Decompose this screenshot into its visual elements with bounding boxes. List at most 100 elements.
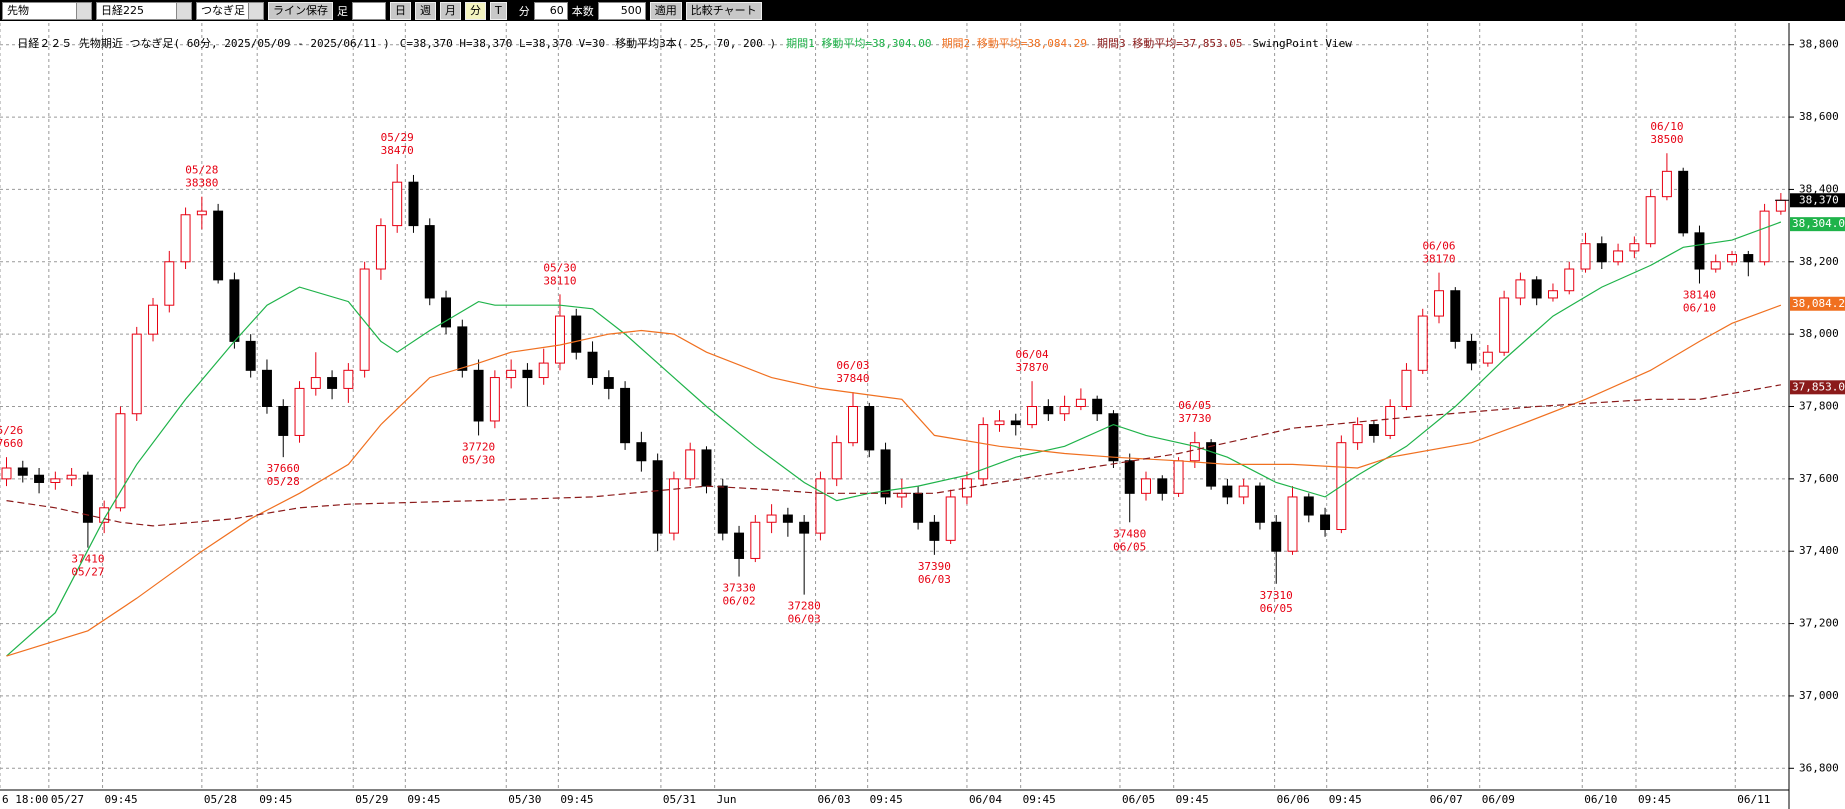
- ma-line: [6, 304, 1782, 657]
- candle-body: [1254, 485, 1265, 523]
- candle-body: [506, 369, 517, 379]
- candle-body: [457, 326, 468, 371]
- period-button[interactable]: 分: [465, 1, 486, 20]
- candle-body: [278, 406, 289, 436]
- period-button[interactable]: 日: [390, 1, 411, 20]
- candle-body: [1775, 199, 1786, 212]
- save-button[interactable]: ライン保存: [268, 1, 333, 20]
- x-tick-label: 06/10: [1584, 793, 1617, 806]
- annotation-price: 37480: [1113, 527, 1146, 540]
- chart-header: 日経２２５ 先物期近 つなぎ足( 60分, 2025/05/09 - 2025/…: [4, 21, 1362, 50]
- candle-body: [685, 449, 696, 480]
- candle-body: [1434, 290, 1444, 317]
- annotation-price: 37870: [1015, 361, 1048, 374]
- annotation-price: 37410: [71, 553, 104, 566]
- candle-body: [164, 261, 175, 306]
- candle-body: [229, 279, 240, 342]
- view-label: SwingPoint View: [1252, 37, 1352, 50]
- candle-body: [815, 478, 826, 534]
- candle-body: [1287, 496, 1298, 552]
- annotation-price: 37390: [918, 560, 951, 573]
- annotation-date: 06/03: [788, 613, 821, 626]
- candle-body: [66, 474, 77, 480]
- candle-body: [1368, 424, 1379, 436]
- x-tick-label: Jun: [717, 793, 737, 806]
- annotation-date: 06/10: [1683, 301, 1716, 314]
- candle-body: [994, 420, 1005, 426]
- x-tick-label: 09:45: [259, 793, 292, 806]
- mode-select[interactable]: つなぎ足: [196, 1, 264, 20]
- minutes-input[interactable]: 60: [533, 1, 568, 20]
- toolbar: 先物 日経225 つなぎ足 ライン保存 足 日 週 月 分 T 分 60 本数 …: [0, 0, 1845, 21]
- x-tick-label: 09:45: [870, 793, 903, 806]
- x-tick-label: 06/09: [1482, 793, 1515, 806]
- candle-body: [1499, 297, 1510, 353]
- candle-body: [1173, 460, 1184, 494]
- y-tick-label: 37,600: [1799, 472, 1839, 485]
- period-button[interactable]: T: [490, 1, 507, 20]
- candle-body: [620, 387, 631, 444]
- annotation-price: 38110: [543, 274, 576, 287]
- candle-body: [978, 424, 989, 480]
- y-tick-label: 37,200: [1799, 617, 1839, 630]
- candle-body: [148, 304, 158, 335]
- y-tick-label: 37,000: [1799, 689, 1839, 702]
- annotation-price: 37840: [836, 372, 869, 385]
- x-tick-label: 06/04: [969, 793, 1002, 806]
- candle-body: [1124, 460, 1135, 494]
- candle-body: [180, 214, 191, 263]
- annotation-date: 06/06: [1422, 240, 1455, 253]
- candle-body: [489, 377, 500, 422]
- y-tick-label: 38,800: [1799, 38, 1839, 51]
- legend-entry: 期間3 移動平均=37,853.05: [1097, 37, 1243, 50]
- candle-body: [636, 442, 647, 462]
- candle-body: [245, 340, 256, 371]
- apply-button[interactable]: 適用: [649, 1, 682, 20]
- candle-body: [1613, 250, 1624, 263]
- candle-body: [1482, 351, 1493, 364]
- candle-body: [913, 492, 924, 523]
- candle-body: [1596, 243, 1607, 263]
- candle-body: [766, 514, 777, 523]
- candle-body: [441, 297, 452, 328]
- annotation-price: 37660: [267, 462, 300, 475]
- candle-body: [99, 507, 110, 523]
- candle-body: [115, 413, 126, 509]
- annotation-price: 37720: [462, 440, 495, 453]
- x-tick-label: 09:45: [560, 793, 593, 806]
- candle-body: [408, 181, 419, 227]
- candle-body: [1678, 170, 1689, 234]
- x-tick-label: 05/27: [51, 793, 84, 806]
- ma-tag-label: 37,853.05: [1792, 380, 1845, 393]
- annotation-price: 37660: [0, 437, 23, 450]
- period-button[interactable]: 月: [440, 1, 461, 20]
- annotation-date: 05/30: [543, 261, 576, 274]
- ma-tag: [1790, 217, 1845, 232]
- period-button[interactable]: 週: [415, 1, 436, 20]
- legend-entry: 期間1 移動平均=38,304.00: [786, 37, 932, 50]
- annotation-date: 06/03: [836, 359, 869, 372]
- ma-tag: [1790, 296, 1845, 311]
- candle-body: [782, 514, 793, 523]
- candle-body: [864, 406, 875, 451]
- annotation-date: 05/28: [185, 164, 218, 177]
- candle-body: [1401, 369, 1412, 407]
- compare-button[interactable]: 比較チャート: [685, 1, 762, 20]
- annotation-date: 06/05: [1260, 602, 1293, 615]
- count-input[interactable]: 500: [597, 1, 646, 20]
- index-select[interactable]: 日経225: [96, 1, 192, 20]
- annotation-date: 06/05: [1113, 540, 1146, 553]
- candle-body: [701, 449, 712, 487]
- market-select[interactable]: 先物: [2, 1, 92, 20]
- x-tick-label: 09:45: [1638, 793, 1671, 806]
- x-tick-label: 09:45: [1176, 793, 1209, 806]
- candle-body: [945, 496, 956, 541]
- x-tick-label: 06/07: [1430, 793, 1463, 806]
- candle-body: [1043, 406, 1054, 415]
- candle-body: [538, 362, 549, 379]
- candle-body: [1010, 420, 1021, 426]
- bar-input[interactable]: [352, 1, 386, 20]
- candle-body: [34, 474, 45, 483]
- candle-body: [1206, 442, 1217, 487]
- x-tick-label: 09:45: [1329, 793, 1362, 806]
